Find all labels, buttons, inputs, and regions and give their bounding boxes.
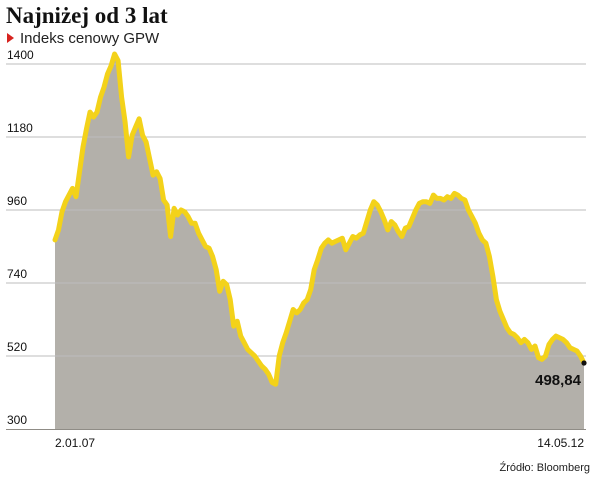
last-value-point	[581, 360, 587, 366]
y-tick-label: 960	[7, 194, 27, 208]
y-tick-label: 1400	[7, 48, 34, 62]
x-tick-label: 14.05.12	[537, 436, 584, 450]
y-tick-label: 300	[7, 413, 27, 427]
series-area	[55, 54, 584, 429]
chart-title: Najniżej od 3 lat	[6, 3, 168, 28]
chart-subtitle: Indeks cenowy GPW	[7, 30, 159, 47]
x-tick-label: 2.01.07	[55, 436, 95, 450]
triangle-marker-icon	[7, 33, 14, 43]
chart-subtitle-text: Indeks cenowy GPW	[20, 30, 160, 47]
last-value-label: 498,84	[535, 372, 582, 389]
y-tick-label: 520	[7, 340, 27, 354]
y-tick-label: 740	[7, 267, 27, 281]
series-line	[52, 51, 587, 387]
source-note: Źródło: Bloomberg	[499, 462, 591, 474]
y-tick-label: 1180	[7, 121, 33, 135]
